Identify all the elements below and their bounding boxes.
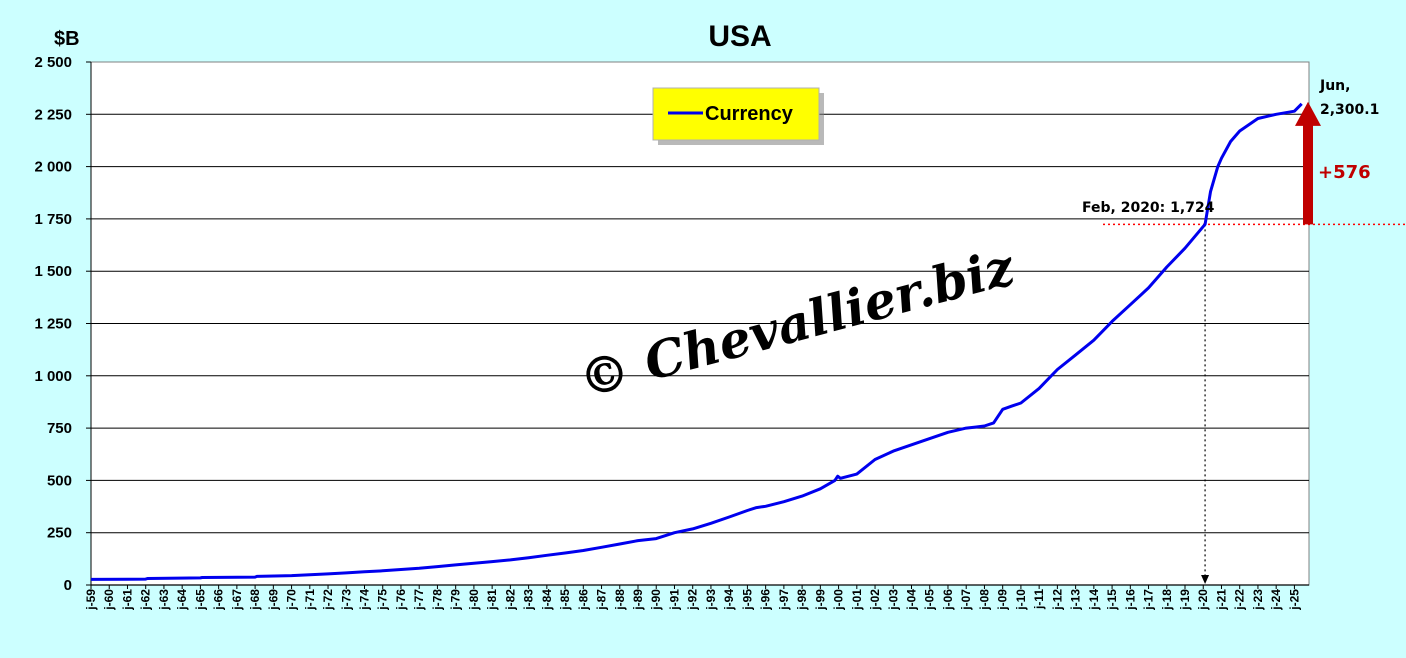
y-tick-label-750: 750 — [47, 420, 72, 437]
x-tick-label-j-74: j-74 — [358, 589, 372, 611]
x-tick-label-j-91: j-91 — [667, 589, 681, 611]
legend-label-currency: Currency — [705, 103, 794, 125]
x-tick-label-j-63: j-63 — [157, 589, 171, 611]
x-tick-label-j-99: j-99 — [813, 589, 827, 611]
feb-2020-annotation: Feb, 2020: 1,724 — [1082, 200, 1215, 216]
x-tick-label-j-87: j-87 — [595, 589, 609, 611]
y-tick-label-2250: 2 250 — [34, 106, 72, 123]
x-tick-label-j-98: j-98 — [795, 589, 809, 611]
x-tick-label-j-85: j-85 — [558, 589, 572, 611]
x-tick-label-j-84: j-84 — [540, 589, 554, 611]
y-tick-label-0: 0 — [64, 577, 72, 594]
series-line-currency — [90, 102, 1303, 581]
chart-title: USA — [708, 20, 771, 53]
x-tick-label-j-76: j-76 — [394, 589, 408, 611]
x-tick-label-j-16: j-16 — [1123, 589, 1137, 611]
x-tick-label-j-11: j-11 — [1032, 589, 1046, 610]
x-tick-label-j-20: j-20 — [1196, 589, 1210, 611]
y-tick-label-2500: 2 500 — [34, 54, 72, 71]
x-tick-label-j-95: j-95 — [740, 589, 754, 611]
x-tick-label-j-96: j-96 — [759, 589, 773, 611]
x-tick-label-j-08: j-08 — [977, 589, 991, 611]
x-tick-label-j-25: j-25 — [1287, 589, 1301, 611]
x-tick-label-j-60: j-60 — [102, 589, 116, 611]
x-tick-label-j-02: j-02 — [868, 589, 882, 611]
x-tick-label-j-21: j-21 — [1214, 589, 1228, 611]
x-tick-label-j-09: j-09 — [996, 589, 1010, 611]
increase-annotation: +576 — [1318, 162, 1371, 183]
y-axis-unit-label: $B — [54, 28, 80, 50]
x-tick-label-j-62: j-62 — [139, 589, 153, 611]
x-tick-label-j-07: j-07 — [959, 589, 973, 611]
x-tick-label-j-65: j-65 — [193, 589, 207, 611]
x-tick-label-j-83: j-83 — [522, 589, 536, 611]
x-tick-label-j-17: j-17 — [1142, 589, 1156, 611]
x-tick-label-j-75: j-75 — [376, 589, 390, 611]
x-tick-label-j-68: j-68 — [248, 589, 262, 611]
end-value-annotation-line1: Jun, — [1319, 78, 1350, 94]
y-axis-tick-labels: 0 250 500 750 1 000 1 250 1 500 1 750 2 000 2 250… — [34, 54, 72, 594]
x-tick-label-j-86: j-86 — [576, 589, 590, 611]
x-tick-label-j-03: j-03 — [886, 589, 900, 611]
legend-box — [652, 87, 820, 141]
x-axis-tick-labels: j-59 j-60 j-61 j-62 j-63 j-64 j-65 j-66 j-67 j-68… — [84, 585, 1301, 611]
x-tick-label-j-88: j-88 — [613, 589, 627, 611]
x-tick-label-j-10: j-10 — [1014, 589, 1028, 611]
x-tick-label-j-97: j-97 — [777, 589, 791, 611]
x-tick-label-j-80: j-80 — [467, 589, 481, 611]
x-tick-label-j-72: j-72 — [321, 589, 335, 611]
y-tick-label-500: 500 — [47, 472, 72, 489]
y-tick-label-2000: 2 000 — [34, 159, 72, 176]
x-tick-label-j-70: j-70 — [285, 589, 299, 611]
x-tick-label-j-61: j-61 — [120, 589, 134, 611]
x-tick-label-j-13: j-13 — [1069, 589, 1083, 611]
x-tick-label-j-94: j-94 — [722, 589, 736, 611]
x-tick-label-j-24: j-24 — [1269, 589, 1283, 611]
x-tick-label-j-22: j-22 — [1233, 589, 1247, 611]
x-tick-label-j-04: j-04 — [905, 589, 919, 611]
y-tick-label-1750: 1 750 — [34, 211, 72, 228]
x-tick-label-j-71: j-71 — [303, 589, 317, 611]
x-tick-label-j-82: j-82 — [503, 589, 517, 611]
x-tick-label-j-79: j-79 — [449, 589, 463, 611]
x-tick-label-j-73: j-73 — [339, 589, 353, 611]
x-tick-label-j-78: j-78 — [430, 589, 444, 611]
x-tick-label-j-12: j-12 — [1050, 589, 1064, 611]
x-tick-label-j-19: j-19 — [1178, 589, 1192, 611]
x-tick-label-j-93: j-93 — [704, 589, 718, 611]
y-tick-label-1250: 1 250 — [34, 316, 72, 333]
x-tick-label-j-66: j-66 — [212, 589, 226, 611]
x-tick-label-j-00: j-00 — [832, 589, 846, 611]
x-tick-label-j-18: j-18 — [1160, 589, 1174, 611]
x-tick-label-j-15: j-15 — [1105, 589, 1119, 611]
vertical-guide-arrowhead — [1201, 575, 1210, 584]
x-tick-label-j-90: j-90 — [649, 589, 663, 611]
y-tick-label-1000: 1 000 — [34, 368, 72, 385]
x-tick-label-j-05: j-05 — [923, 589, 937, 611]
legend: Currency — [652, 87, 824, 145]
end-value-annotation-line2: 2,300.1 — [1320, 102, 1379, 118]
x-tick-label-j-77: j-77 — [412, 589, 426, 611]
y-tick-label-1500: 1 500 — [34, 263, 72, 280]
x-tick-label-j-06: j-06 — [941, 589, 955, 611]
y-tick-label-250: 250 — [47, 525, 72, 542]
x-tick-label-j-14: j-14 — [1087, 589, 1101, 611]
x-tick-label-j-64: j-64 — [175, 589, 189, 611]
x-tick-label-j-81: j-81 — [485, 589, 499, 611]
x-tick-label-j-01: j-01 — [850, 589, 864, 611]
x-tick-label-j-59: j-59 — [84, 589, 98, 611]
increase-arrow — [1295, 101, 1321, 225]
x-tick-label-j-89: j-89 — [631, 589, 645, 611]
x-tick-label-j-69: j-69 — [266, 589, 280, 611]
x-tick-label-j-92: j-92 — [686, 589, 700, 611]
x-tick-label-j-23: j-23 — [1251, 589, 1265, 611]
x-tick-label-j-67: j-67 — [230, 589, 244, 611]
